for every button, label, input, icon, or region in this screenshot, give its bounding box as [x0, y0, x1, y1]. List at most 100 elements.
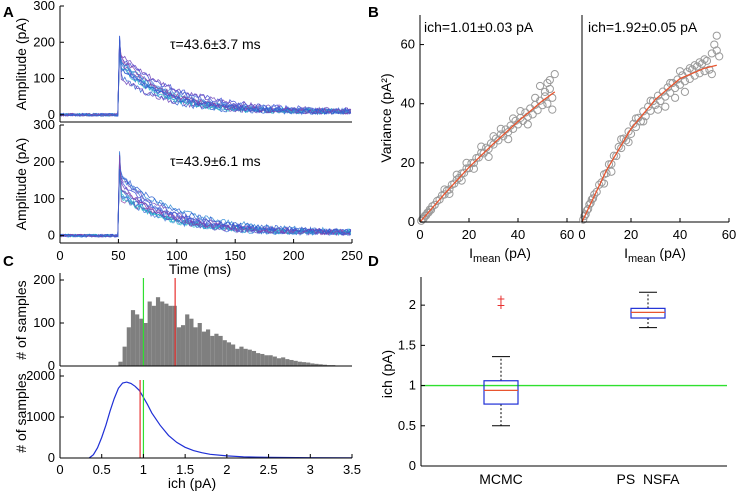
histogram-bar — [322, 364, 327, 366]
scatter-point — [489, 132, 498, 141]
scatter-point — [585, 200, 594, 209]
x-tick-label: 0 — [56, 462, 63, 477]
histogram-bar — [189, 318, 194, 366]
y-axis-label: Amplitude (pA) — [13, 138, 29, 231]
panel-c-histogram: 0 100 200 # of samples — [13, 272, 352, 373]
scatter-point — [484, 152, 493, 162]
histogram-bar — [310, 363, 315, 366]
panel-a-bottom-chart: 0 100 200 300 0 50 100 150 200 250 τ=43.9±6.1 ms… — [13, 117, 363, 277]
y-tick-label: 200 — [33, 154, 55, 169]
x-tick-label: 0.5 — [93, 462, 111, 477]
current-trace — [59, 43, 352, 117]
scatter-point — [580, 211, 589, 221]
scatter-point — [543, 78, 552, 88]
scatter-point — [579, 215, 588, 224]
scatter-point — [595, 180, 604, 189]
y-tick-label: 0 — [48, 228, 55, 243]
histogram-bar — [285, 359, 290, 366]
scatter-point — [531, 93, 540, 102]
histogram-bar — [289, 359, 294, 366]
histogram-bar — [210, 335, 215, 366]
y-tick-label: 200 — [33, 272, 55, 287]
x-label-unit: (pA) — [656, 245, 686, 261]
trace-group — [59, 151, 352, 238]
histogram-bar — [147, 301, 152, 366]
histogram-bar — [118, 361, 123, 366]
ich-annotation: ich=1.92±0.05 pA — [588, 19, 698, 35]
outlier-marker: + — [497, 291, 505, 307]
y-tick-label: 300 — [33, 117, 55, 132]
x-tick-label: 0 — [416, 227, 423, 242]
x-tick-label: 20 — [624, 227, 638, 242]
scatter-point — [624, 138, 633, 147]
scatter-point — [445, 185, 454, 194]
scatter-point — [680, 87, 690, 96]
x-tick-label: 40 — [511, 227, 525, 242]
histogram-bar — [143, 323, 148, 366]
x-tick-label: 1.5 — [176, 462, 194, 477]
scatter-point — [671, 93, 680, 102]
y-tick-label: 0 — [48, 358, 55, 373]
histogram-bar — [239, 346, 244, 366]
scatter-point — [707, 70, 716, 79]
histogram-bar — [160, 301, 165, 366]
scatter-point — [656, 96, 665, 106]
x-label-main: I — [624, 245, 628, 261]
histogram-bar — [276, 358, 282, 366]
histogram-bar — [318, 364, 323, 366]
current-trace — [59, 36, 352, 117]
scatter-point — [685, 64, 694, 73]
x-label-sub: mean — [473, 253, 501, 265]
scatter-point — [469, 164, 478, 173]
histogram-bar — [185, 314, 190, 366]
histogram-bar — [293, 360, 298, 366]
scatter-point — [508, 114, 518, 123]
scatter-point — [680, 77, 690, 86]
scatter-point — [609, 151, 618, 160]
histogram-bar — [281, 357, 286, 366]
box-group: ++ — [483, 291, 666, 427]
y-tick-label: 60 — [401, 37, 415, 52]
x-label-main: I — [469, 245, 473, 261]
histogram-bars — [118, 297, 336, 366]
category-label: MCMC — [479, 471, 523, 487]
x-tick-label: 20 — [462, 227, 476, 242]
current-trace — [59, 169, 352, 238]
scatter-point — [590, 190, 599, 199]
scatter-point — [653, 105, 663, 114]
x-axis-label: Imean (pA) — [469, 245, 531, 265]
histogram-bar — [168, 305, 173, 366]
y-tick-label: 1 — [409, 378, 416, 393]
trace-group — [59, 35, 352, 117]
histogram-bar — [197, 323, 202, 366]
x-axis-label: Time (ms) — [169, 261, 231, 277]
y-axis-label-text: Variance (pA²) — [378, 73, 394, 162]
histogram-bar — [260, 353, 265, 366]
y-tick-label: 100 — [33, 191, 55, 206]
scatter-point — [435, 195, 444, 204]
histogram-bar — [126, 327, 131, 366]
scatter-point — [588, 194, 598, 203]
tau-annotation: τ=43.6±3.7 ms — [170, 36, 261, 52]
y-tick-label: 100 — [33, 315, 55, 330]
y-tick-label: 1000 — [26, 409, 55, 424]
fit-curve — [581, 64, 717, 223]
histogram-bar — [306, 362, 311, 366]
scatter-point — [587, 195, 596, 204]
panel-b-right-chart: 0 20 40 60 ich=1.92±0.05 pA Imean (pA) — [578, 15, 736, 265]
y-tick-label: 2000 — [26, 368, 55, 383]
x-tick-label: 200 — [283, 248, 305, 263]
histogram-bar — [235, 348, 240, 366]
histogram-bar — [243, 348, 248, 366]
x-tick-label: 1 — [140, 462, 147, 477]
scatter-point — [712, 46, 721, 55]
scatter-point — [545, 75, 554, 85]
scatter-point — [673, 75, 682, 84]
x-tick-label: 3.5 — [343, 462, 361, 477]
y-tick-label: 0 — [48, 107, 55, 122]
histogram-bar — [180, 325, 186, 366]
scatter-point — [550, 70, 559, 79]
y-tick-label: 2 — [409, 297, 416, 312]
